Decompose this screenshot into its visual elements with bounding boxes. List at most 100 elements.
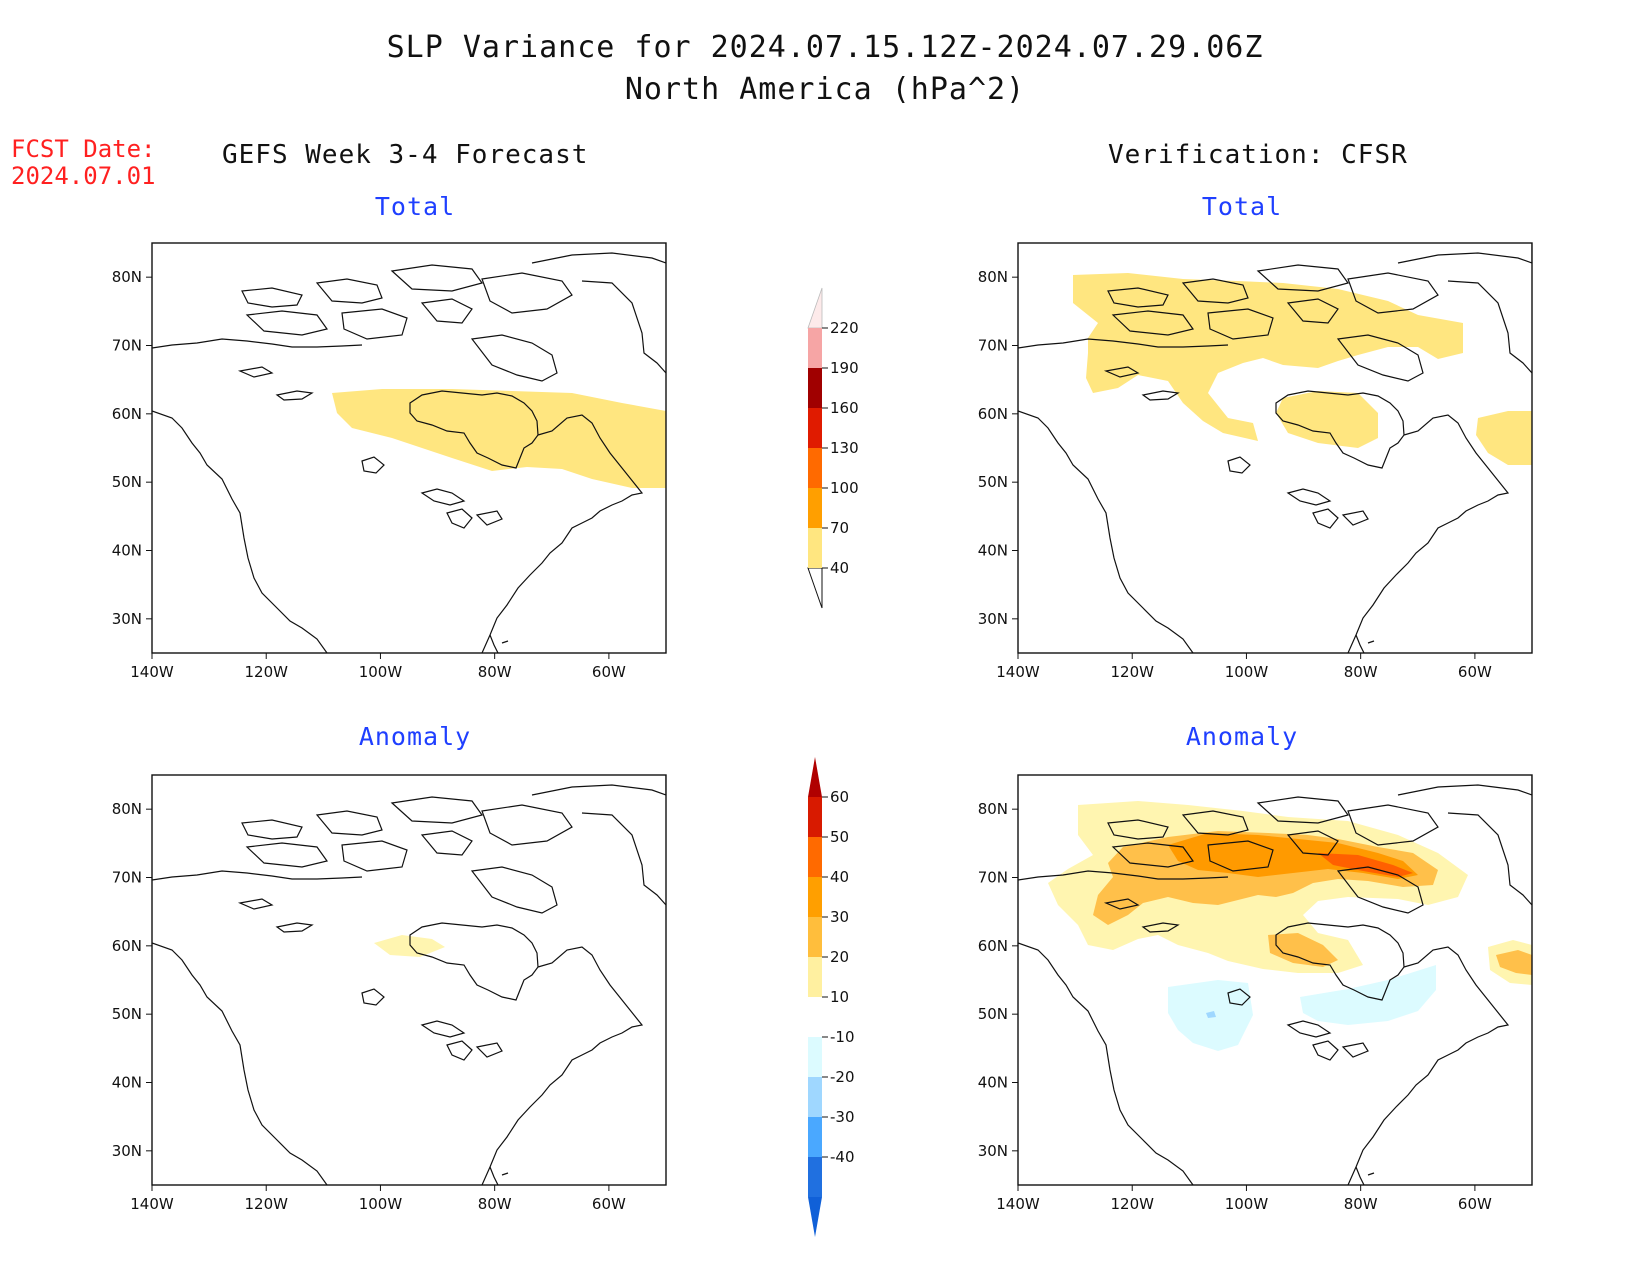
lat-tick-label: 80N xyxy=(112,800,142,818)
map-frame xyxy=(1017,774,1533,1186)
colorbar-anomaly-segment xyxy=(808,1077,822,1117)
lat-tick-label: 40N xyxy=(978,542,1008,560)
colorbar-anomaly-segment xyxy=(808,1157,822,1197)
shaded-region xyxy=(1073,273,1463,441)
lat-tick-label: 50N xyxy=(978,473,1008,491)
panel-title-verification-anomaly: Anomaly xyxy=(1185,722,1299,751)
lat-tick-label: 60N xyxy=(978,405,1008,423)
lat-tick-label: 80N xyxy=(112,268,142,286)
colorbar-total-label: 100 xyxy=(830,479,859,497)
lat-tick-label: 40N xyxy=(978,1074,1008,1092)
colorbar-anomaly-label: 10 xyxy=(830,988,849,1006)
lat-tick-label: 70N xyxy=(978,869,1008,887)
lat-tick-label: 80N xyxy=(978,268,1008,286)
colorbar-anomaly-label: -40 xyxy=(830,1148,855,1166)
map-frame xyxy=(151,774,667,1186)
lat-tick-label: 50N xyxy=(112,1005,142,1023)
shaded-region xyxy=(1300,965,1436,1025)
colorbar-anomaly-label: 50 xyxy=(830,828,849,846)
lon-tick-label: 100W xyxy=(359,663,403,681)
shaded-region xyxy=(1268,933,1338,967)
colorbar-total-label: 220 xyxy=(830,319,859,337)
shaded-region xyxy=(1496,950,1532,975)
colorbar-total-segment xyxy=(808,368,822,408)
lat-tick-label: 80N xyxy=(978,800,1008,818)
panel-title-forecast-total: Total xyxy=(374,192,456,221)
fcst-date-value: 2024.07.01 xyxy=(11,162,156,190)
shaded-region xyxy=(1276,391,1378,448)
colorbar-total-label: 70 xyxy=(830,519,849,537)
lat-tick-label: 30N xyxy=(978,1142,1008,1160)
colorbar-anomaly-segment xyxy=(808,797,822,837)
shaded-region xyxy=(1476,411,1532,465)
map-frame xyxy=(151,242,667,654)
lat-tick-label: 70N xyxy=(112,337,142,355)
colorbar-total-label: 190 xyxy=(830,359,859,377)
lon-tick-label: 120W xyxy=(244,1195,288,1213)
lon-tick-label: 120W xyxy=(1110,1195,1154,1213)
shaded-region xyxy=(1206,1011,1216,1018)
lon-tick-label: 60W xyxy=(592,663,626,681)
colorbar-total-segment xyxy=(808,408,822,448)
lon-tick-label: 140W xyxy=(130,663,174,681)
lat-tick-label: 60N xyxy=(978,937,1008,955)
lon-tick-label: 80W xyxy=(478,663,512,681)
colorbar-total-segment xyxy=(808,528,822,568)
lon-tick-label: 120W xyxy=(244,663,288,681)
lon-tick-label: 60W xyxy=(1458,1195,1492,1213)
lon-tick-label: 100W xyxy=(1225,663,1269,681)
colorbar-anomaly-segment xyxy=(808,1117,822,1157)
lat-tick-label: 30N xyxy=(978,610,1008,628)
colorbar-anomaly-segment xyxy=(808,837,822,877)
lon-tick-label: 80W xyxy=(478,1195,512,1213)
lon-tick-label: 60W xyxy=(592,1195,626,1213)
colorbar-total-segment xyxy=(808,488,822,528)
colorbar-anomaly-label: 20 xyxy=(830,948,849,966)
colorbar-total-segment xyxy=(808,328,822,368)
fcst-date-label: FCST Date: xyxy=(11,135,156,163)
verification-total-map: 80N 70N 60N 50N 40N 30N 140W 120W 100W 80W 60W xyxy=(978,242,1533,681)
colorbar-total-label: 130 xyxy=(830,439,859,457)
main-title-line2: North America (hPa^2) xyxy=(624,72,1026,107)
colorbar-anomaly-segment xyxy=(808,877,822,917)
colorbar-total-segment xyxy=(808,448,822,488)
colorbar-anomaly-label: -20 xyxy=(830,1068,855,1086)
lon-tick-label: 140W xyxy=(130,1195,174,1213)
verification-anomaly-map: 80N 70N 60N 50N 40N 30N 140W 120W 100W 80W 60W xyxy=(978,774,1533,1213)
colorbar-anomaly-label: 60 xyxy=(830,788,849,806)
verification-column-label: Verification: CFSR xyxy=(1108,140,1408,170)
lat-tick-label: 40N xyxy=(112,1074,142,1092)
colorbar-anomaly-label: -30 xyxy=(830,1108,855,1126)
lat-tick-label: 40N xyxy=(112,542,142,560)
panel-title-forecast-anomaly: Anomaly xyxy=(358,722,472,751)
lat-tick-label: 50N xyxy=(978,1005,1008,1023)
colorbar-anomaly-label: 40 xyxy=(830,868,849,886)
lat-tick-label: 30N xyxy=(112,610,142,628)
colorbar-anomaly-label: 30 xyxy=(830,908,849,926)
lat-tick-label: 30N xyxy=(112,1142,142,1160)
lat-tick-label: 50N xyxy=(112,473,142,491)
forecast-anomaly-map: 80N 70N 60N 50N 40N 30N 140W 120W 100W 80W 60W xyxy=(112,774,667,1213)
colorbar-anomaly-segment xyxy=(808,1037,822,1077)
lon-tick-label: 140W xyxy=(996,663,1040,681)
lon-tick-label: 60W xyxy=(1458,663,1492,681)
map-frame xyxy=(1017,242,1533,654)
colorbar-anomaly-segment xyxy=(808,997,822,1037)
shaded-region xyxy=(1318,853,1413,877)
lon-tick-label: 80W xyxy=(1344,1195,1378,1213)
lat-tick-label: 60N xyxy=(112,405,142,423)
colorbar-total-label: 160 xyxy=(830,399,859,417)
lon-tick-label: 80W xyxy=(1344,663,1378,681)
colorbar-anomaly-segment xyxy=(808,957,822,997)
main-title-line1: SLP Variance for 2024.07.15.12Z-2024.07.… xyxy=(386,30,1264,65)
lat-tick-label: 70N xyxy=(112,869,142,887)
colorbar-anomaly-label: -10 xyxy=(830,1028,855,1046)
colorbar-anomaly: 60 50 40 30 20 10 -10 -20 -30 -40 xyxy=(808,757,855,1237)
colorbar-anomaly-segment xyxy=(808,917,822,957)
lat-tick-label: 60N xyxy=(112,937,142,955)
shaded-region xyxy=(332,389,666,488)
lon-tick-label: 140W xyxy=(996,1195,1040,1213)
lon-tick-label: 100W xyxy=(1225,1195,1269,1213)
lon-tick-label: 120W xyxy=(1110,663,1154,681)
